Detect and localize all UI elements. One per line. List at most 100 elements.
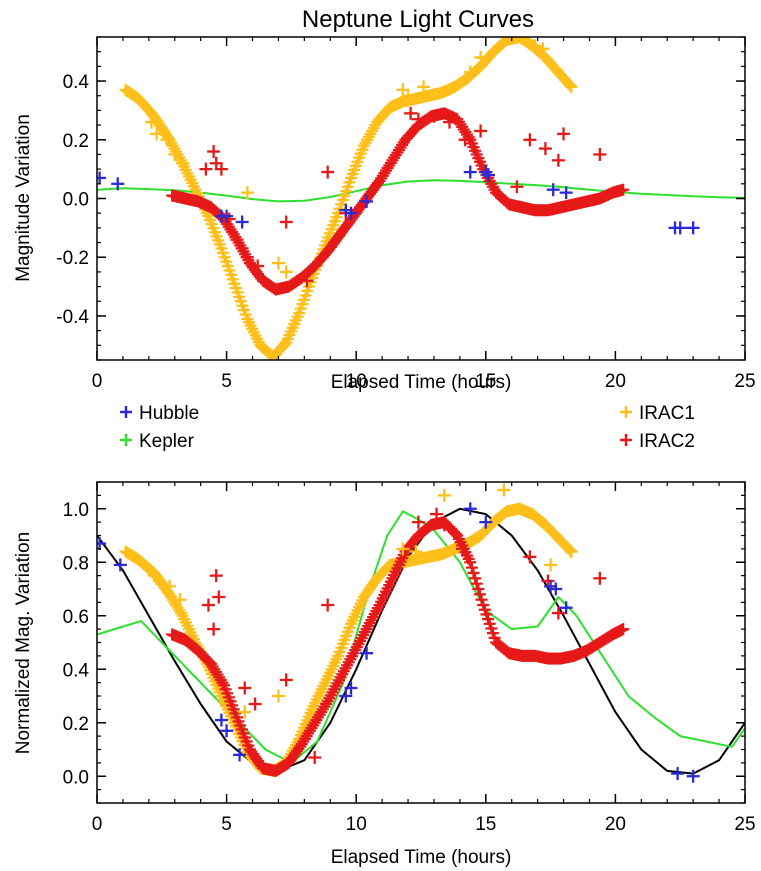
bottom-point-irac2-points — [523, 550, 537, 564]
top-point-irac2-points — [251, 259, 265, 273]
legend-marker-irac2 — [620, 434, 632, 446]
bottom-point-irac2 — [475, 593, 488, 606]
legend-marker-kepler — [120, 434, 132, 446]
bottom-point-irac2-points — [437, 518, 451, 532]
top-tick-layer: 0 5 10 15 20 25 -0.4 -0.2 0.0 0.2 0.4 — [56, 36, 756, 392]
legend: Hubble Kepler IRAC1 IRAC2 — [120, 403, 695, 452]
top-x-tick-label: 5 — [221, 371, 232, 392]
top-point-irac2-points — [240, 250, 254, 264]
legend-label-hubble: Hubble — [139, 403, 199, 424]
bottom-x-tick-label: 25 — [734, 814, 755, 835]
bottom-y-tick-label: 0.6 — [63, 607, 89, 628]
top-y-tick-label: 0.2 — [63, 131, 89, 152]
bottom-point-irac1-points — [497, 483, 511, 497]
bottom-point-irac1 — [563, 543, 576, 556]
bottom-point-irac2-points — [248, 697, 262, 711]
top-point-irac1-points — [528, 39, 542, 53]
top-point-irac1-points — [168, 147, 182, 161]
bottom-point-hubble — [360, 646, 374, 660]
bottom-point-irac1-points — [147, 569, 161, 583]
top-point-irac1 — [563, 79, 576, 92]
top-point-irac2-points — [538, 142, 552, 156]
top-panel: 0 5 10 15 20 25 -0.4 -0.2 0.0 0.2 0.4 Elapsed Time… — [13, 36, 756, 393]
top-point-irac2-points — [593, 147, 607, 161]
bottom-x-tick-label: 15 — [475, 814, 496, 835]
top-point-irac1-points — [401, 89, 415, 103]
bottom-point-irac2 — [473, 588, 486, 601]
bottom-point-irac1 — [174, 607, 187, 620]
top-series-hubble — [97, 165, 700, 235]
bottom-series-hubble — [97, 502, 700, 783]
bottom-point-irac2-points — [209, 569, 223, 583]
top-point-irac1-points — [240, 186, 254, 200]
top-series-irac1 — [119, 37, 578, 360]
bottom-point-hubble — [549, 582, 563, 596]
top-point-irac2-points — [321, 165, 335, 179]
bottom-point-irac1-points — [409, 545, 423, 559]
bottom-panel: 0 5 10 15 20 25 0.0 0.2 0.4 0.6 0.8 1.0 Elapsed Tim… — [13, 481, 756, 868]
bottom-point-irac2-points — [593, 571, 607, 585]
bottom-point-irac2 — [470, 577, 483, 590]
bottom-point-irac2 — [617, 623, 630, 636]
legend-label-kepler: Kepler — [139, 431, 195, 452]
bottom-point-irac2 — [216, 676, 229, 689]
top-point-irac1-points — [474, 51, 488, 65]
bottom-x-tick-label: 5 — [221, 814, 232, 835]
top-point-irac2-points — [458, 133, 472, 147]
top-point-irac2-points — [199, 162, 213, 176]
top-point-irac1 — [565, 80, 578, 93]
bottom-point-hubble — [479, 515, 493, 529]
top-point-irac2-points — [523, 133, 537, 147]
top-point-hubble — [235, 215, 249, 229]
bottom-point-irac2 — [467, 566, 480, 579]
top-x-tick-label: 25 — [734, 371, 755, 392]
bottom-point-irac2-points — [455, 542, 469, 556]
bottom-y-tick-label: 0.2 — [63, 714, 89, 735]
bottom-point-irac1-points — [544, 558, 558, 572]
top-point-hubble — [686, 221, 700, 235]
top-point-irac1-points — [536, 42, 550, 56]
chart-title: Neptune Light Curves — [302, 6, 534, 33]
top-point-hubble — [673, 221, 687, 235]
top-point-irac2-points — [404, 106, 418, 120]
bottom-point-hubble — [220, 724, 234, 738]
top-x-tick-label: 0 — [92, 371, 103, 392]
legend-entry-kepler: Kepler — [120, 431, 195, 452]
top-point-irac2-points — [230, 233, 244, 247]
bottom-x-tick-label: 20 — [605, 814, 626, 835]
bottom-point-irac1-points — [238, 705, 252, 719]
bottom-point-hubble — [113, 558, 127, 572]
top-x-tick-label: 10 — [346, 371, 367, 392]
top-point-hubble — [546, 183, 560, 197]
top-point-irac2-points — [557, 127, 571, 141]
bottom-point-irac2 — [472, 583, 485, 595]
top-point-hubble — [344, 206, 358, 220]
top-y-tick-label: -0.2 — [56, 248, 89, 269]
bottom-y-tick-label: 1.0 — [63, 500, 89, 521]
bottom-point-hubble — [214, 713, 228, 727]
top-point-irac1-points — [176, 156, 190, 170]
bottom-x-tick-label: 10 — [346, 814, 367, 835]
bottom-point-irac2 — [465, 561, 478, 574]
bottom-point-irac1-points — [271, 689, 285, 703]
bottom-series-irac1-points — [147, 483, 578, 719]
top-point-irac2-points — [207, 145, 221, 159]
top-point-hubble — [463, 165, 477, 179]
top-point-hubble — [481, 168, 495, 182]
legend-marker-irac1 — [620, 406, 632, 418]
legend-entry-irac2: IRAC2 — [620, 431, 695, 452]
bottom-x-axis-label: Elapsed Time (hours) — [331, 847, 512, 868]
top-point-irac2-points — [279, 215, 293, 229]
bottom-point-hubble — [233, 748, 247, 762]
top-series-irac2 — [166, 107, 630, 296]
top-point-irac2-points — [300, 274, 314, 288]
bottom-series-layer — [97, 483, 745, 783]
top-x-tick-label: 20 — [605, 371, 626, 392]
top-point-irac2-points — [510, 180, 524, 194]
top-point-hubble — [220, 209, 234, 223]
bottom-point-irac2 — [464, 556, 477, 569]
top-point-irac1-points — [160, 133, 174, 147]
bottom-point-irac2-points — [308, 751, 322, 765]
top-series-irac2-points — [199, 106, 607, 288]
top-y-tick-label: 0.4 — [63, 72, 90, 93]
